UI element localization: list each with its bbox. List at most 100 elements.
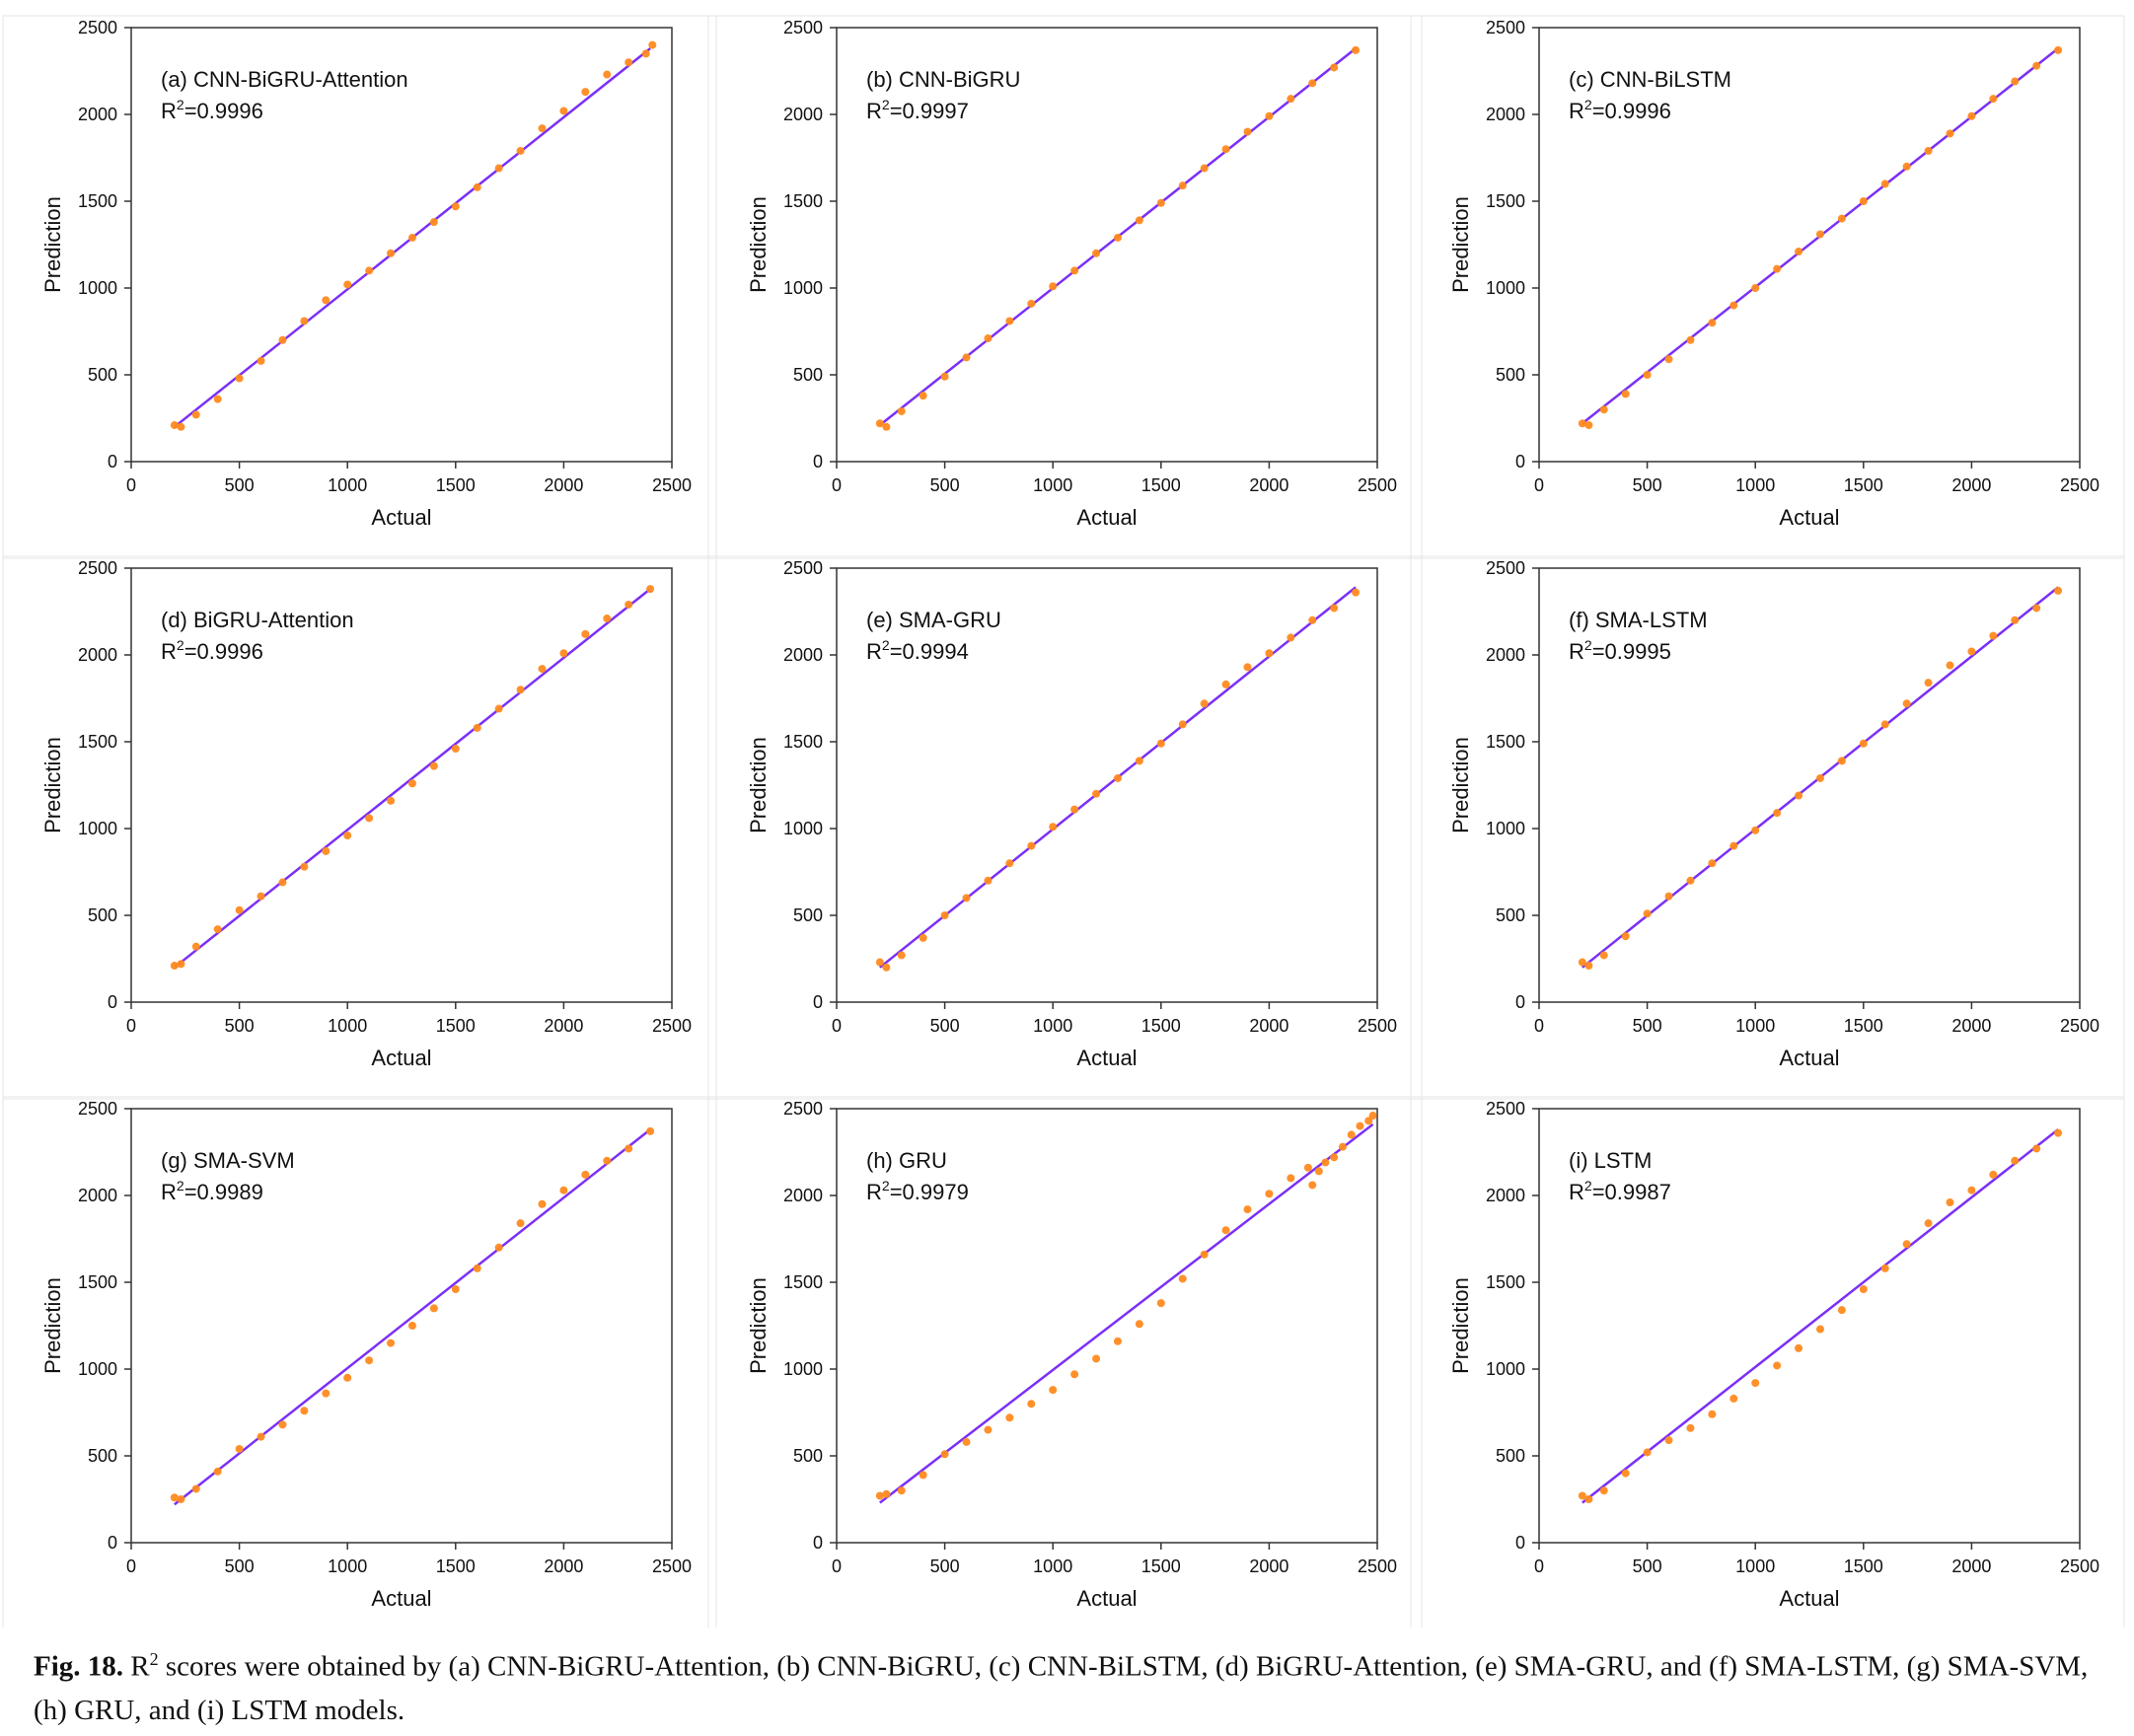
y-tick-label: 1500	[78, 1272, 117, 1292]
r2-letter: R	[161, 1180, 177, 1204]
data-point	[1265, 1190, 1274, 1198]
y-tick-label: 1000	[783, 278, 823, 298]
r2-annotation: R2=0.9994	[866, 637, 969, 664]
data-point	[2011, 77, 2020, 86]
caption-r: R	[130, 1650, 150, 1683]
data-point	[1946, 129, 1954, 138]
y-tick-label: 500	[1496, 905, 1525, 925]
plot-area	[1538, 567, 2081, 1003]
r2-sup: 2	[882, 97, 890, 112]
panel-title: (e) SMA-GRU	[866, 608, 1001, 632]
data-point	[538, 1199, 547, 1208]
data-point	[1113, 1337, 1122, 1345]
data-point	[1729, 841, 1738, 850]
y-axis-label: Prediction	[746, 1277, 771, 1374]
data-point	[581, 1170, 590, 1179]
data-point	[2032, 604, 2041, 613]
panel-b: 0 500 1000 1500 2000 2500 0 500 1000 1500 2000 2500…	[707, 15, 1423, 559]
data-point	[1967, 647, 1976, 656]
data-point	[1708, 859, 1717, 868]
data-point	[429, 761, 438, 770]
data-point	[191, 942, 200, 951]
y-tick-label: 2000	[78, 1186, 117, 1205]
data-point	[559, 649, 568, 658]
data-point	[1347, 1130, 1356, 1139]
data-point	[1815, 773, 1824, 782]
data-point	[343, 280, 352, 289]
data-point	[1946, 1198, 1954, 1207]
x-tick-label: 1000	[1033, 475, 1072, 495]
x-tick-label: 0	[1534, 1016, 1544, 1036]
data-point	[1092, 789, 1101, 798]
data-point	[984, 876, 993, 885]
data-point	[882, 422, 891, 431]
data-point	[1686, 876, 1695, 885]
data-point	[278, 1420, 287, 1429]
x-tick-label: 1000	[1735, 475, 1775, 495]
data-point	[213, 925, 222, 934]
data-point	[1924, 679, 1933, 687]
data-point	[1330, 63, 1339, 72]
x-tick-label: 2000	[544, 1556, 583, 1576]
data-point	[1708, 1410, 1717, 1418]
data-point	[257, 1432, 265, 1441]
r2-sup: 2	[882, 1178, 890, 1194]
y-tick-label: 1000	[78, 1359, 117, 1379]
r2-annotation: R2=0.9989	[161, 1178, 263, 1204]
y-tick-label: 0	[108, 452, 117, 471]
data-point	[1352, 45, 1361, 54]
x-tick-label: 1500	[1141, 475, 1181, 495]
panel-frame	[707, 15, 1423, 559]
data-point	[451, 202, 460, 211]
data-point	[1880, 180, 1889, 188]
data-point	[1686, 335, 1695, 344]
x-tick-label: 500	[1633, 475, 1662, 495]
data-point	[429, 1304, 438, 1313]
x-axis-label: Actual	[371, 1586, 431, 1611]
data-point	[882, 963, 891, 972]
panel-frame	[1410, 555, 2125, 1100]
data-point	[1092, 1354, 1101, 1363]
data-point	[1027, 1400, 1036, 1409]
x-tick-label: 0	[1534, 475, 1544, 495]
data-point	[213, 395, 222, 403]
data-point	[603, 70, 612, 79]
y-tick-label: 0	[1515, 452, 1525, 471]
x-tick-label: 1000	[1735, 1556, 1775, 1576]
y-tick-label: 2000	[1486, 645, 1525, 665]
data-point	[516, 686, 525, 694]
data-point	[940, 911, 949, 919]
figure-caption: Fig. 18. R2 scores were obtained by (a) …	[34, 1637, 2105, 1732]
data-point	[1156, 739, 1165, 748]
data-point	[641, 49, 650, 58]
data-point	[1578, 419, 1586, 428]
y-tick-label: 0	[1515, 992, 1525, 1012]
x-axis-label: Actual	[1076, 1586, 1137, 1611]
data-point	[516, 146, 525, 155]
y-axis-label: Prediction	[746, 196, 771, 293]
r2-letter: R	[866, 639, 882, 664]
y-tick-label: 1500	[783, 732, 823, 752]
data-point	[1837, 757, 1846, 765]
data-point	[1664, 1436, 1673, 1445]
x-tick-label: 500	[930, 1016, 960, 1036]
r2-value: =0.9987	[1592, 1180, 1671, 1204]
data-point	[1287, 633, 1295, 642]
x-tick-label: 500	[1633, 1556, 1662, 1576]
data-point	[257, 892, 265, 901]
data-point	[1795, 248, 1803, 256]
x-tick-label: 2500	[2060, 1016, 2099, 1036]
r2-value: =0.9996	[184, 639, 263, 664]
data-point	[2011, 615, 2020, 624]
data-point	[1686, 1423, 1695, 1432]
data-point	[235, 374, 244, 383]
r2-letter: R	[1569, 639, 1584, 664]
x-tick-label: 1000	[1735, 1016, 1775, 1036]
data-point	[494, 1243, 503, 1252]
data-point	[1321, 1158, 1330, 1167]
data-point	[962, 894, 971, 903]
r2-annotation: R2=0.9996	[161, 97, 263, 123]
caption-r-sup: 2	[149, 1649, 159, 1669]
y-tick-label: 1500	[783, 1272, 823, 1292]
data-point	[494, 704, 503, 713]
